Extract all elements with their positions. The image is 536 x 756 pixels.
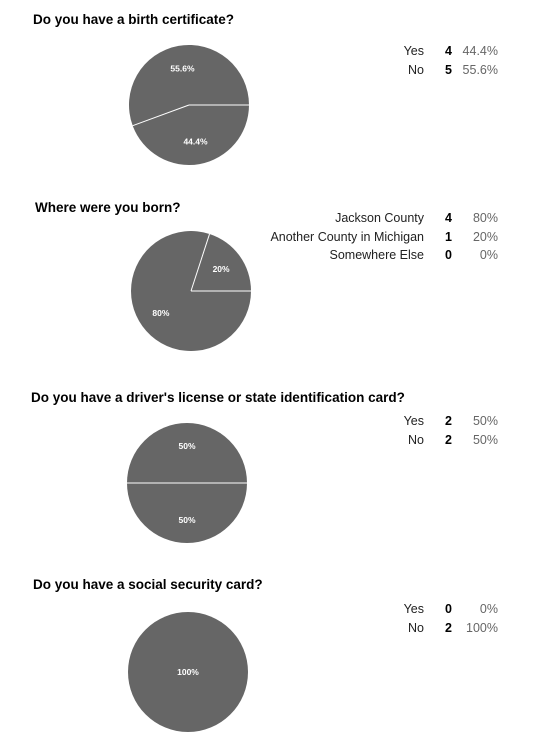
legend-count: 0: [445, 602, 452, 617]
legend-label: Somewhere Else: [329, 248, 425, 263]
pie-slice-label: 80%: [152, 308, 169, 318]
legend-row: No 2 50%: [404, 431, 498, 450]
pie-legend: Yes 0 0% No 2 100%: [404, 600, 498, 637]
question-title: Do you have a birth certificate?: [33, 12, 235, 27]
pie-slice-no: [128, 612, 248, 732]
legend-percent: 100%: [466, 620, 498, 635]
legend-row: Somewhere Else 0 0%: [270, 246, 499, 265]
legend-label: Yes: [403, 414, 424, 429]
legend-percent: 55.6%: [462, 62, 498, 77]
legend-count: 2: [445, 620, 452, 635]
legend-count: 0: [445, 248, 452, 263]
legend-row: Jackson County 4 80%: [270, 209, 498, 228]
legend-row: Yes 4 44.4%: [404, 42, 498, 61]
pie-slice-no: [129, 44, 249, 126]
question-title: Do you have a social security card?: [33, 577, 263, 592]
legend-percent: 80%: [472, 211, 498, 226]
pie-slice-another-county-in-michigan: [191, 233, 251, 291]
legend-label: No: [408, 620, 424, 635]
legend-label: Yes: [403, 602, 424, 617]
legend-count: 4: [445, 211, 452, 226]
pie-legend: Yes 4 44.4% No 5 55.6%: [404, 42, 498, 79]
pie-chart: 100%: [128, 612, 248, 732]
legend-label: No: [408, 62, 424, 77]
legend-count: 5: [445, 62, 452, 77]
pie-slice-no: [127, 423, 247, 483]
legend-count: 2: [445, 432, 452, 447]
pie-legend: Yes 2 50% No 2 50%: [404, 412, 498, 449]
legend-row: No 2 100%: [404, 619, 498, 638]
pie-slice-label: 50%: [178, 515, 195, 525]
legend-percent: 50%: [472, 414, 498, 429]
legend-label: No: [408, 432, 424, 447]
pie-chart: 80% 20%: [131, 231, 251, 352]
question-title: Where were you born?: [35, 200, 181, 215]
legend-row: Yes 2 50%: [404, 412, 498, 431]
pie-chart: 50% 50%: [127, 423, 247, 543]
pie-divider: [132, 104, 190, 127]
legend-label: Jackson County: [335, 211, 424, 226]
legend-percent: 0%: [479, 602, 498, 617]
legend-label: Another County in Michigan: [270, 229, 424, 244]
pie-slice-label: 100%: [177, 667, 199, 677]
pie-divider: [190, 233, 211, 292]
question-title: Do you have a driver's license or state …: [31, 390, 405, 405]
pie-slice-label: 44.4%: [183, 137, 208, 147]
legend-percent: 44.4%: [462, 44, 498, 59]
pie-slice-yes: [132, 105, 249, 165]
legend-count: 2: [445, 414, 452, 429]
pie-legend: Jackson County 4 80% Another County in M…: [270, 209, 498, 265]
legend-count: 4: [445, 44, 452, 59]
legend-percent: 0%: [479, 248, 498, 263]
legend-row: Another County in Michigan 1 20%: [270, 228, 498, 247]
legend-percent: 20%: [472, 229, 498, 244]
legend-row: No 5 55.6%: [404, 61, 498, 80]
pie-slice-label: 20%: [213, 264, 230, 274]
pie-slice-label: 55.6%: [170, 63, 195, 73]
legend-count: 1: [445, 229, 452, 244]
legend-row: Yes 0 0%: [404, 600, 498, 619]
pie-slice-label: 50%: [178, 441, 195, 451]
pie-chart: 44.4% 55.6%: [129, 44, 249, 165]
legend-label: Yes: [403, 44, 424, 59]
legend-percent: 50%: [472, 432, 498, 447]
pie-slice-yes: [127, 483, 247, 543]
